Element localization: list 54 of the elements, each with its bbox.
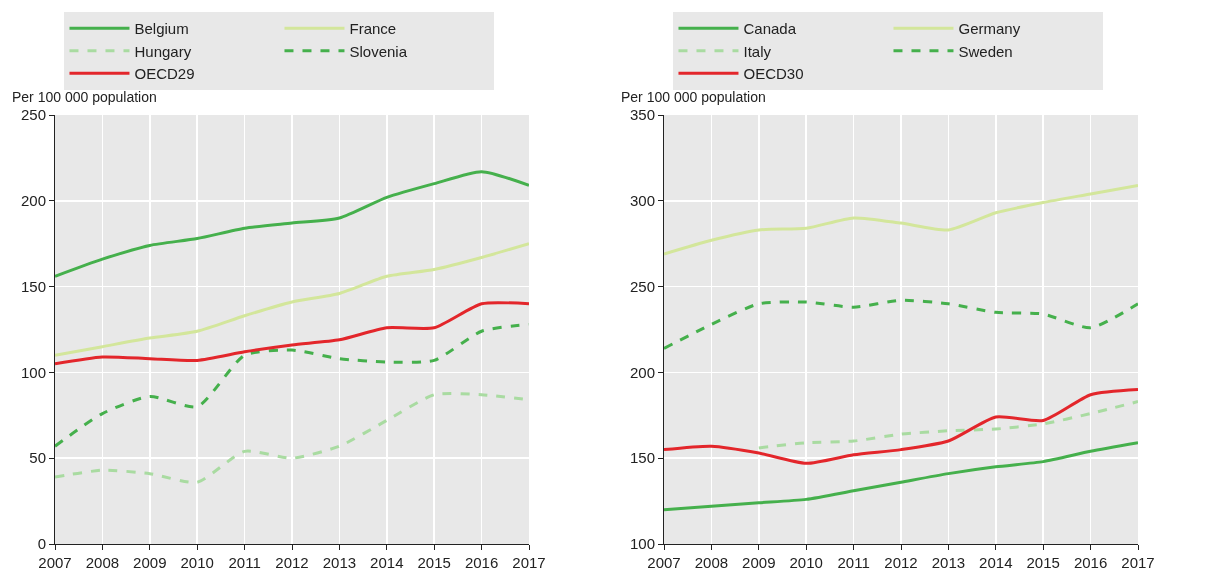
y-axis-title: Per 100 000 population — [621, 89, 766, 105]
x-tick-label: 2008 — [694, 554, 729, 571]
x-tick-label: 2015 — [417, 554, 451, 571]
legend-label: France — [349, 20, 397, 38]
x-tick-label: 2009 — [742, 554, 776, 571]
y-tick-label: 200 — [20, 192, 46, 210]
y-tick-label: 50 — [29, 449, 46, 467]
x-tick-label: 2008 — [85, 554, 120, 571]
x-tick-label: 2017 — [512, 554, 546, 571]
x-tick-label: 2010 — [180, 554, 214, 571]
line-series — [664, 298, 1138, 350]
y-tick-label: 250 — [20, 106, 46, 124]
legend-label: Slovenia — [349, 42, 408, 60]
x-tick-label: 2017 — [1121, 554, 1155, 571]
y-tick-label: 0 — [37, 535, 46, 553]
x-tick-label: 2014 — [370, 554, 404, 571]
y-axis-title: Per 100 000 population — [12, 89, 157, 105]
x-tick-label: 2016 — [464, 554, 499, 571]
x-tick-label: 2013 — [931, 554, 966, 571]
x-tick-label: 2009 — [133, 554, 167, 571]
legend-label: Italy — [743, 42, 772, 60]
x-tick-label: 2007 — [647, 554, 681, 571]
legend-label: Germany — [958, 20, 1021, 38]
y-tick-label: 200 — [629, 363, 655, 381]
x-tick-label: 2010 — [789, 554, 823, 571]
y-tick-label: 100 — [629, 535, 655, 553]
line-series — [757, 400, 1138, 450]
x-tick-label: 2012 — [884, 554, 918, 571]
line-series — [55, 242, 529, 357]
line-series — [664, 388, 1138, 465]
legend-label: Hungary — [134, 42, 192, 60]
legend-label: OECD29 — [134, 65, 195, 83]
legend-label: Sweden — [958, 42, 1013, 60]
line-series — [664, 183, 1138, 256]
legend-label: Canada — [743, 20, 797, 38]
x-tick-label: 2014 — [979, 554, 1013, 571]
y-tick-label: 150 — [20, 277, 46, 295]
x-tick-label: 2016 — [1073, 554, 1108, 571]
x-tick-label: 2012 — [275, 554, 309, 571]
x-tick-label: 2011 — [837, 554, 870, 571]
x-tick-label: 2013 — [322, 554, 357, 571]
y-tick-label: 300 — [629, 192, 655, 210]
x-tick-label: 2011 — [228, 554, 261, 571]
y-tick-label: 250 — [629, 277, 655, 295]
x-tick-label: 2007 — [38, 554, 72, 571]
legend-label: OECD30 — [743, 65, 804, 83]
line-series — [55, 170, 529, 278]
y-tick-label: 100 — [20, 363, 46, 381]
y-tick-label: 150 — [629, 449, 655, 467]
legend-label: Belgium — [134, 20, 189, 38]
y-tick-label: 350 — [629, 106, 655, 124]
line-series — [55, 301, 529, 366]
x-tick-label: 2015 — [1026, 554, 1060, 571]
line-series — [664, 441, 1138, 512]
